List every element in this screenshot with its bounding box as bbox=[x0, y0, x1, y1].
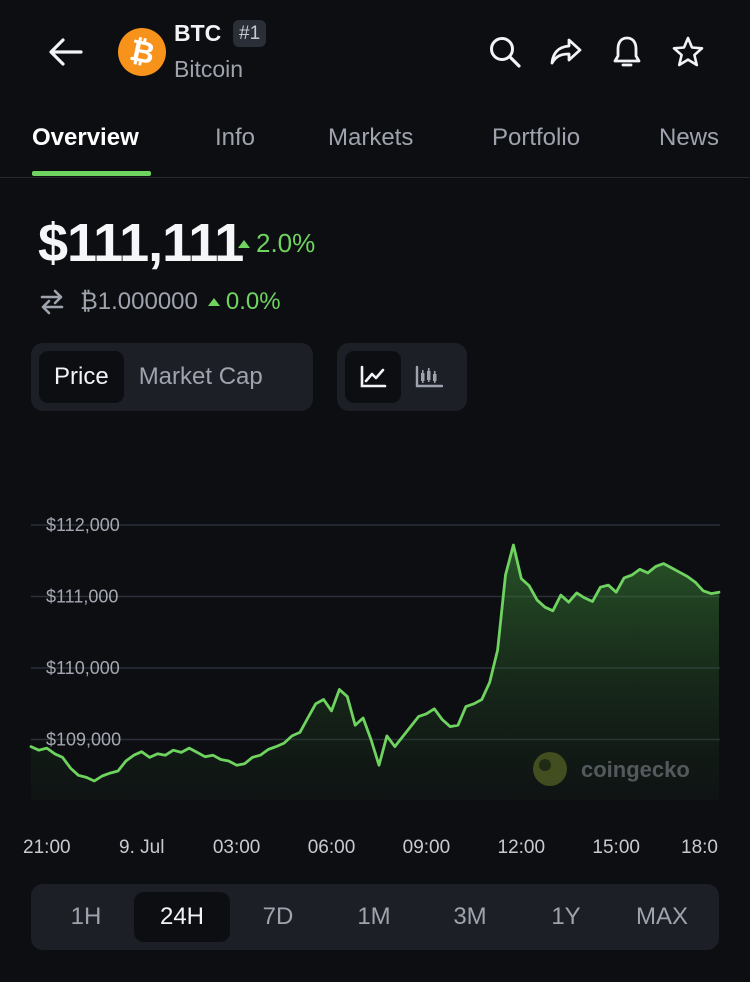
price-change-usd-value: 2.0% bbox=[256, 228, 316, 258]
favorite-button[interactable] bbox=[668, 32, 708, 72]
chart-type-toggle bbox=[337, 343, 467, 411]
back-button[interactable] bbox=[44, 32, 88, 72]
coingecko-watermark: coingecko bbox=[533, 752, 690, 786]
range-1y[interactable]: 1Y bbox=[551, 903, 581, 930]
price-line bbox=[29, 543, 721, 783]
x-tick-label: 12:00 bbox=[498, 837, 546, 858]
candlestick-toggle[interactable] bbox=[401, 351, 457, 403]
swap-icon bbox=[40, 289, 64, 315]
price-change-btc: 0.0% bbox=[207, 288, 281, 316]
price-change-usd: 2.0% bbox=[238, 228, 315, 259]
x-tick-label: 06:00 bbox=[308, 837, 356, 858]
x-tick-label: 18:0 bbox=[681, 837, 718, 858]
price-change-btc-value: 0.0% bbox=[225, 288, 281, 315]
market-cap-toggle[interactable]: Market Cap bbox=[138, 363, 263, 390]
y-tick-label: $110,000 bbox=[46, 658, 120, 678]
x-tick-label: 9. Jul bbox=[119, 837, 164, 858]
bell-icon bbox=[613, 36, 641, 67]
y-tick-label: $111,000 bbox=[46, 587, 118, 607]
active-tab-indicator bbox=[32, 171, 151, 176]
tab-markets[interactable]: Markets bbox=[328, 124, 414, 151]
x-tick-label: 09:00 bbox=[403, 837, 451, 858]
tab-portfolio[interactable]: Portfolio bbox=[492, 124, 581, 151]
price-btc-row: ₿1.000000 0.0% bbox=[38, 287, 281, 317]
top-bar: ₿ BTC #1 Bitcoin bbox=[0, 0, 750, 104]
price-chart[interactable]: coingecko $112,000 $111,000 $110,000 $109,0… bbox=[0, 480, 750, 880]
tab-info[interactable]: Info bbox=[215, 124, 256, 151]
tab-news[interactable]: News bbox=[659, 124, 720, 151]
x-tick-label: 15:00 bbox=[592, 837, 640, 858]
metric-toggle: Price Market Cap bbox=[31, 343, 313, 411]
y-tick-label: $109,000 bbox=[46, 730, 121, 750]
share-icon bbox=[550, 38, 582, 65]
coin-symbol: BTC bbox=[174, 20, 222, 46]
search-button[interactable] bbox=[485, 32, 525, 72]
search-icon bbox=[490, 37, 521, 68]
coingecko-logo-icon bbox=[533, 752, 567, 786]
line-chart-icon bbox=[360, 365, 387, 388]
rank-badge: #1 bbox=[233, 20, 267, 47]
candlestick-icon bbox=[415, 365, 443, 388]
share-button[interactable] bbox=[546, 32, 586, 72]
watermark-text: coingecko bbox=[581, 757, 690, 782]
bitcoin-logo: ₿ bbox=[118, 28, 166, 76]
range-1h[interactable]: 1H bbox=[70, 903, 102, 930]
x-tick-label: 03:00 bbox=[213, 837, 261, 858]
price-btc: ₿1.000000 bbox=[80, 288, 198, 315]
range-max[interactable]: MAX bbox=[635, 903, 688, 930]
tab-overview[interactable]: Overview bbox=[32, 124, 139, 151]
coin-name: Bitcoin bbox=[174, 56, 244, 82]
price-toggle[interactable]: Price bbox=[39, 351, 124, 403]
up-triangle-icon bbox=[238, 239, 250, 248]
tab-bar: Overview Info Markets Portfolio News bbox=[0, 104, 750, 178]
up-triangle-icon bbox=[207, 298, 220, 306]
range-3m[interactable]: 3M bbox=[453, 903, 487, 930]
range-1m[interactable]: 1M bbox=[357, 903, 391, 930]
bitcoin-glyph: ₿ bbox=[126, 32, 158, 72]
time-range-selector: 1H 24H 7D 1M 3M 1Y MAX bbox=[31, 884, 719, 950]
back-arrow-icon bbox=[49, 38, 83, 66]
range-24h[interactable]: 24H bbox=[134, 892, 230, 942]
alert-button[interactable] bbox=[607, 32, 647, 72]
range-7d[interactable]: 7D bbox=[262, 903, 294, 930]
line-chart-toggle[interactable] bbox=[345, 351, 401, 403]
x-tick-label: 21:00 bbox=[23, 837, 71, 858]
price-usd: $111,111 bbox=[38, 213, 244, 273]
y-tick-label: $112,000 bbox=[46, 515, 120, 535]
star-icon bbox=[672, 36, 704, 67]
